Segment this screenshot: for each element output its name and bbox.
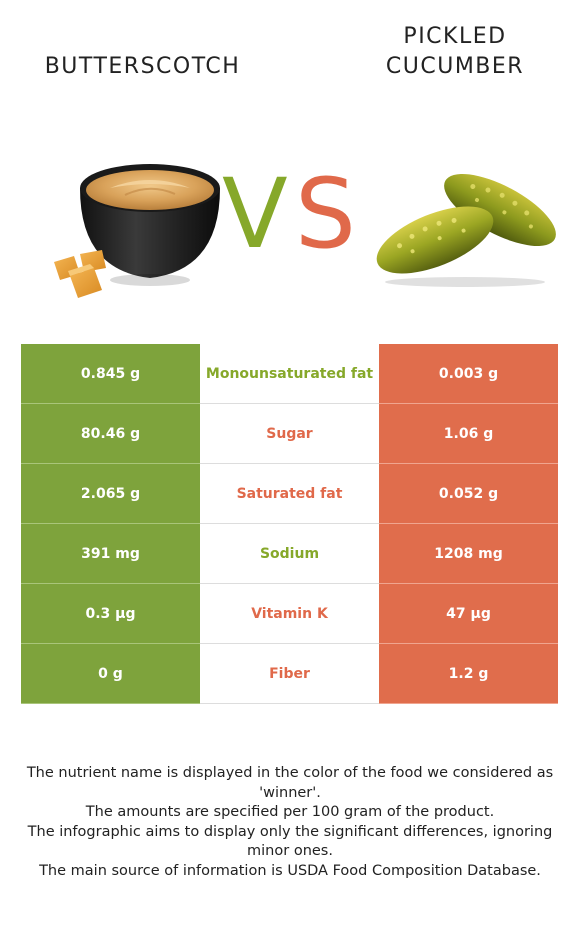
right-value-cell: 0.003 g [379, 344, 558, 404]
left-value-cell: 0.3 µg [21, 584, 200, 644]
right-value-cell: 1.06 g [379, 404, 558, 464]
nutrient-name-cell: Saturated fat [200, 464, 379, 523]
nutrient-name-cell: Sugar [200, 404, 379, 463]
footnote-winner-color: The nutrient name is displayed in the co… [26, 765, 554, 801]
comparison-table: 0.845 g Monounsaturated fat 0.003 g 80.46 g… [21, 344, 558, 704]
table-row: 0.845 g Monounsaturated fat 0.003 g [21, 344, 558, 404]
vs-letter-s: S [295, 158, 356, 270]
table-row: 391 mg Sodium 1208 mg [21, 524, 558, 584]
left-value-cell: 391 mg [21, 524, 200, 584]
nutrient-name-cell: Sodium [200, 524, 379, 583]
left-value-cell: 0 g [21, 644, 200, 704]
footnote-data-source: The main source of information is USDA F… [39, 862, 541, 879]
footnote-significant-differences: The infographic aims to display only the… [27, 823, 553, 860]
right-value-cell: 47 µg [379, 584, 558, 644]
nutrient-name-cell: Monounsaturated fat [200, 344, 379, 403]
nutrient-name-cell: Vitamin K [200, 584, 379, 643]
table-row: 80.46 g Sugar 1.06 g [21, 404, 558, 464]
table-row: 0 g Fiber 1.2 g [21, 644, 558, 704]
pickled-cucumber-image [365, 150, 565, 290]
nutrient-name-cell: Fiber [200, 644, 379, 703]
right-value-cell: 0.052 g [379, 464, 558, 524]
table-row: 0.3 µg Vitamin K 47 µg [21, 584, 558, 644]
left-value-cell: 80.46 g [21, 404, 200, 464]
food-title-right: PICKLED CUCUMBER [385, 24, 525, 79]
food-title-left: BUTTERSCOTCH [44, 54, 241, 79]
right-value-cell: 1.2 g [379, 644, 558, 704]
table-row: 2.065 g Saturated fat 0.052 g [21, 464, 558, 524]
footnote-per-100g: The amounts are specified per 100 gram o… [85, 804, 495, 820]
right-value-cell: 1208 mg [379, 524, 558, 584]
vs-letter-v: V [222, 158, 288, 270]
left-value-cell: 0.845 g [21, 344, 200, 404]
butterscotch-bowl-image [50, 150, 230, 300]
footnotes: The nutrient name is displayed in the co… [20, 764, 560, 881]
left-value-cell: 2.065 g [21, 464, 200, 524]
